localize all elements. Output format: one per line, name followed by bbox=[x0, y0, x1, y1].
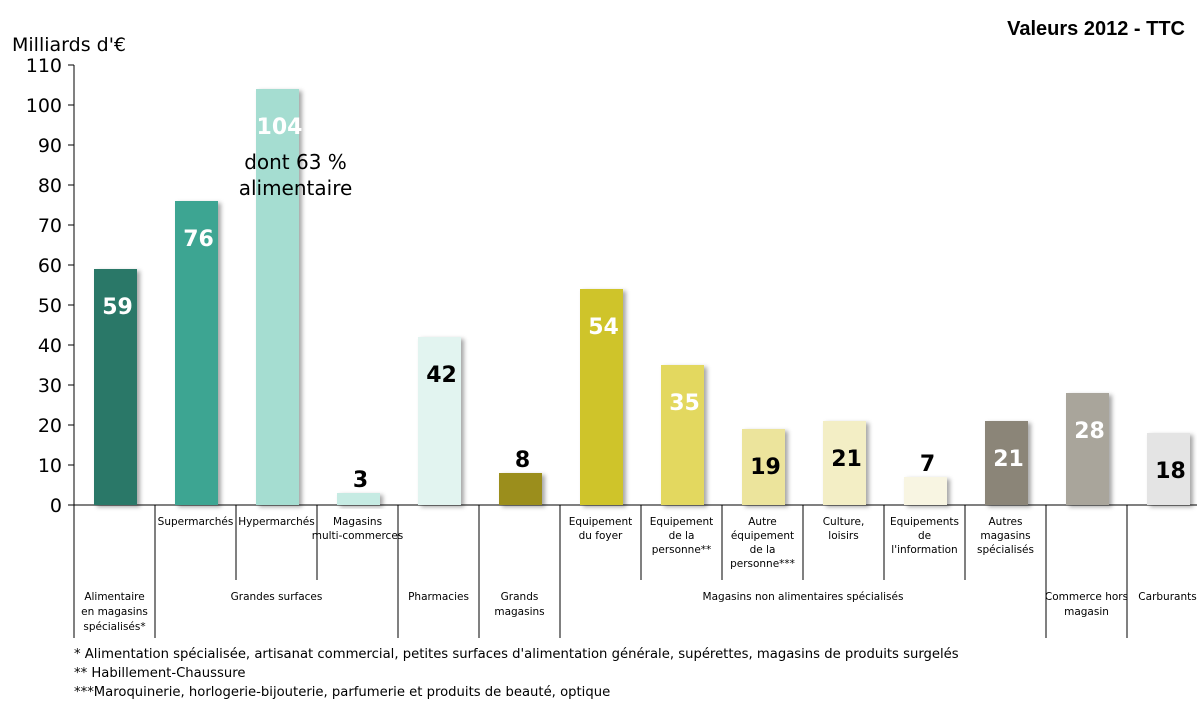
category-label: Culture, loisirs bbox=[823, 516, 865, 542]
category-label: Equipement de la personne** bbox=[650, 516, 713, 556]
group-label: Commerce hors magasin bbox=[1045, 591, 1128, 618]
bar bbox=[499, 473, 542, 505]
y-axis-unit-label: Milliards d'€ bbox=[12, 34, 126, 56]
bar-value-label: 18 bbox=[1155, 459, 1186, 484]
category-label: Magasins multi-commerces bbox=[312, 516, 404, 542]
footnote-2: ** Habillement-Chaussure bbox=[74, 666, 246, 681]
bar bbox=[256, 89, 299, 505]
bar bbox=[904, 477, 947, 505]
y-tick-label: 60 bbox=[38, 255, 62, 277]
bar-value-label: 3 bbox=[353, 468, 368, 493]
footnotes: * Alimentation spécialisée, artisanat co… bbox=[74, 645, 959, 702]
y-tick-label: 10 bbox=[38, 455, 62, 477]
y-tick-label: 100 bbox=[26, 95, 62, 117]
bar-value-label: 21 bbox=[831, 447, 862, 472]
group-label: Magasins non alimentaires spécialisés bbox=[703, 591, 904, 603]
y-tick-label: 90 bbox=[38, 135, 62, 157]
category-label: Hypermarchés bbox=[238, 516, 314, 528]
category-label: Equipements de l'information bbox=[890, 516, 959, 556]
bar-value-label: 8 bbox=[515, 448, 530, 473]
y-tick-label: 40 bbox=[38, 335, 62, 357]
bar-value-label: 7 bbox=[920, 452, 935, 477]
bar bbox=[1147, 433, 1190, 505]
axis-layer: 0 10 20 30 40 50 60 70 80 90 100 110 bbox=[26, 55, 1197, 638]
label-layer: 59 76 Supermarchés 104 Hypermarchés 3 Magasins… bbox=[81, 115, 1197, 633]
y-tick-label: 110 bbox=[26, 55, 62, 77]
y-tick-label: 80 bbox=[38, 175, 62, 197]
bar-value-label: 19 bbox=[750, 455, 781, 480]
bar-value-label: 54 bbox=[588, 315, 619, 340]
bar bbox=[742, 429, 785, 505]
bar bbox=[661, 365, 704, 505]
bar-chart: 0 10 20 30 40 50 60 70 80 90 100 110 59 76 Supermarch… bbox=[26, 55, 1197, 638]
chart-title: Valeurs 2012 - TTC bbox=[1007, 18, 1185, 40]
category-label: Autres magasins spécialisés bbox=[977, 516, 1034, 556]
bar-value-label: 35 bbox=[669, 391, 700, 416]
bar bbox=[94, 269, 137, 505]
y-tick-label: 30 bbox=[38, 375, 62, 397]
bar-value-label: 59 bbox=[102, 295, 133, 320]
group-label: Carburants bbox=[1138, 591, 1196, 603]
y-tick-label: 50 bbox=[38, 295, 62, 317]
footnote-1: * Alimentation spécialisée, artisanat co… bbox=[74, 647, 959, 662]
bar-value-label: 76 bbox=[183, 227, 214, 252]
bar-value-label: 28 bbox=[1074, 419, 1105, 444]
y-tick-label: 0 bbox=[50, 495, 62, 517]
bar-value-label: 104 bbox=[257, 115, 303, 140]
bar-value-label: 42 bbox=[426, 363, 457, 388]
y-tick-label: 20 bbox=[38, 415, 62, 437]
bar-annotation: dont 63 % alimentaire bbox=[239, 150, 353, 200]
bar-value-label: 21 bbox=[993, 447, 1024, 472]
bar bbox=[580, 289, 623, 505]
bar bbox=[985, 421, 1028, 505]
bar-layer bbox=[94, 89, 1190, 505]
group-label: Alimentaire en magasins spécialisés* bbox=[81, 591, 148, 633]
group-label: Grands magasins bbox=[494, 591, 544, 618]
bar bbox=[337, 493, 380, 505]
category-label: Autre équipement de la personne*** bbox=[730, 516, 795, 570]
bar bbox=[823, 421, 866, 505]
category-label: Supermarchés bbox=[158, 516, 234, 528]
footnote-3: ***Maroquinerie, horlogerie-bijouterie, … bbox=[74, 685, 611, 700]
bar bbox=[418, 337, 461, 505]
group-label: Pharmacies bbox=[408, 591, 469, 603]
bar bbox=[1066, 393, 1109, 505]
bar bbox=[175, 201, 218, 505]
category-label: Equipement du foyer bbox=[569, 516, 632, 542]
group-label: Grandes surfaces bbox=[231, 591, 323, 603]
y-tick-label: 70 bbox=[38, 215, 62, 237]
